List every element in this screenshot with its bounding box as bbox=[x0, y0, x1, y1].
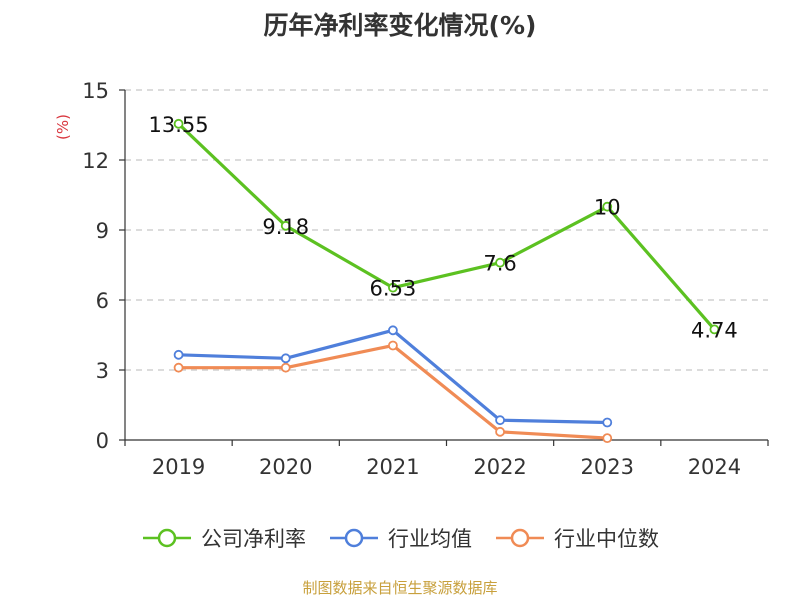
data-point bbox=[388, 282, 398, 293]
axes: 0 3 6 9 12 15 2019 2020 2021 2022 2023 2024 bbox=[82, 79, 769, 479]
legend-item[interactable]: 行业均值 bbox=[328, 523, 472, 553]
data-point bbox=[388, 325, 398, 336]
legend-marker-icon bbox=[496, 528, 544, 548]
data-point bbox=[602, 201, 613, 212]
legend-marker-icon bbox=[330, 528, 378, 548]
x-tick-label: 2020 bbox=[259, 455, 312, 479]
data-point bbox=[173, 362, 184, 373]
data-label: 4.74 bbox=[691, 318, 738, 342]
data-point bbox=[602, 417, 613, 428]
x-tick-label: 2022 bbox=[473, 455, 526, 479]
series-line bbox=[178, 343, 608, 440]
data-label: 9.18 bbox=[262, 215, 309, 239]
data-point bbox=[495, 257, 505, 268]
data-labels: 13.55 9.18 6.53 7.6 10 4.74 bbox=[149, 113, 738, 343]
data-label: 13.55 bbox=[149, 113, 209, 137]
y-tick-label: 15 bbox=[82, 79, 109, 103]
y-tick-label: 6 bbox=[96, 289, 109, 313]
y-tick-label: 3 bbox=[96, 359, 109, 383]
data-point bbox=[495, 415, 505, 426]
data-point bbox=[280, 353, 291, 364]
x-tick-label: 2023 bbox=[581, 455, 634, 479]
data-point bbox=[173, 118, 184, 129]
legend-item[interactable]: 行业中位数 bbox=[494, 523, 659, 553]
x-tick-label: 2019 bbox=[152, 455, 205, 479]
legend-item[interactable]: 公司净利率 bbox=[141, 523, 306, 553]
y-tick-label: 9 bbox=[96, 219, 109, 243]
x-tick-label: 2021 bbox=[366, 455, 419, 479]
grid-lines bbox=[125, 89, 768, 371]
data-point bbox=[709, 324, 720, 335]
legend-label: 行业均值 bbox=[388, 527, 472, 551]
x-tick-label: 2024 bbox=[688, 455, 741, 479]
chart-title: 历年净利率变化情况(%) bbox=[263, 11, 537, 40]
legend-label: 公司净利率 bbox=[201, 527, 306, 551]
data-point bbox=[280, 362, 291, 373]
data-label: 10 bbox=[594, 196, 621, 220]
data-point bbox=[280, 220, 291, 231]
y-axis-label: (%) bbox=[54, 114, 72, 140]
source-note: 制图数据来自恒生聚源数据库 bbox=[302, 579, 498, 597]
legend-label: 行业中位数 bbox=[554, 527, 659, 551]
y-tick-label: 0 bbox=[96, 429, 109, 453]
series-lines bbox=[173, 118, 720, 444]
data-point bbox=[495, 426, 505, 437]
legend: 公司净利率 行业均值 行业中位数 bbox=[0, 520, 800, 556]
data-point bbox=[602, 433, 613, 444]
data-label: 6.53 bbox=[370, 277, 417, 301]
data-point bbox=[173, 349, 184, 360]
series-line bbox=[177, 122, 716, 331]
data-label: 7.6 bbox=[483, 252, 516, 276]
y-tick-label: 12 bbox=[82, 149, 109, 173]
data-point bbox=[388, 340, 398, 351]
legend-marker-icon bbox=[143, 528, 191, 548]
